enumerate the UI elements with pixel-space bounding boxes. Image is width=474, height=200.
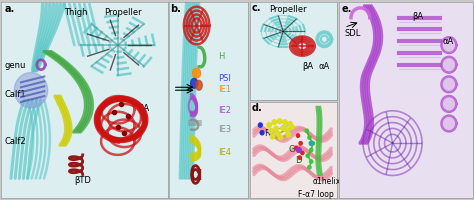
Text: βA: βA [413, 12, 424, 21]
Text: Thigh: Thigh [64, 8, 88, 17]
Circle shape [278, 135, 283, 140]
Circle shape [283, 120, 287, 125]
Text: βTD: βTD [74, 176, 91, 185]
Polygon shape [442, 37, 456, 53]
Text: R: R [264, 129, 270, 138]
Text: D: D [295, 156, 302, 165]
Circle shape [274, 126, 278, 131]
Text: a.: a. [4, 4, 15, 14]
Circle shape [281, 126, 285, 130]
Polygon shape [442, 76, 456, 92]
Text: IE4: IE4 [218, 148, 231, 157]
Text: G: G [288, 145, 295, 154]
Circle shape [309, 141, 313, 145]
Circle shape [301, 151, 304, 155]
Circle shape [308, 166, 311, 169]
Text: F-α7 loop: F-α7 loop [298, 190, 334, 199]
Text: βA: βA [302, 62, 313, 71]
Polygon shape [442, 57, 456, 73]
Circle shape [290, 125, 294, 129]
Circle shape [298, 156, 301, 159]
Text: αA: αA [318, 62, 329, 71]
Circle shape [276, 131, 280, 136]
Circle shape [308, 136, 311, 139]
Circle shape [258, 123, 262, 127]
Circle shape [284, 127, 289, 132]
Text: H: H [218, 52, 225, 61]
Polygon shape [442, 116, 456, 131]
Circle shape [310, 148, 313, 152]
Circle shape [296, 134, 300, 137]
Text: d.: d. [252, 103, 262, 113]
Circle shape [310, 160, 313, 163]
Text: Calf2: Calf2 [4, 137, 26, 146]
Circle shape [277, 119, 282, 124]
Circle shape [269, 128, 273, 133]
Circle shape [295, 146, 298, 150]
Text: IE3: IE3 [218, 124, 231, 134]
Circle shape [270, 134, 275, 139]
Text: SDL: SDL [344, 29, 361, 38]
Text: Propeller: Propeller [269, 5, 307, 14]
Text: αA: αA [442, 37, 454, 46]
Text: genu: genu [4, 61, 26, 70]
Polygon shape [442, 96, 456, 112]
Circle shape [272, 120, 276, 125]
Text: IE2: IE2 [218, 106, 231, 115]
Polygon shape [196, 80, 202, 90]
Text: Propeller: Propeller [104, 8, 142, 17]
Polygon shape [191, 78, 198, 88]
Circle shape [288, 122, 292, 126]
Polygon shape [14, 73, 48, 108]
Circle shape [299, 142, 302, 145]
Circle shape [286, 132, 291, 137]
Text: c.: c. [252, 3, 261, 13]
Circle shape [267, 123, 271, 127]
Circle shape [260, 131, 264, 135]
Text: PSI: PSI [218, 74, 231, 83]
Text: b.: b. [170, 4, 181, 14]
Text: βA: βA [138, 104, 149, 113]
Circle shape [311, 142, 315, 145]
Circle shape [297, 148, 301, 152]
Text: α1helix: α1helix [313, 177, 341, 186]
Polygon shape [192, 68, 201, 78]
Circle shape [305, 129, 309, 133]
Text: e.: e. [342, 4, 352, 14]
Text: Calf1: Calf1 [4, 90, 26, 99]
Text: IE1: IE1 [218, 85, 231, 94]
Circle shape [306, 154, 309, 157]
